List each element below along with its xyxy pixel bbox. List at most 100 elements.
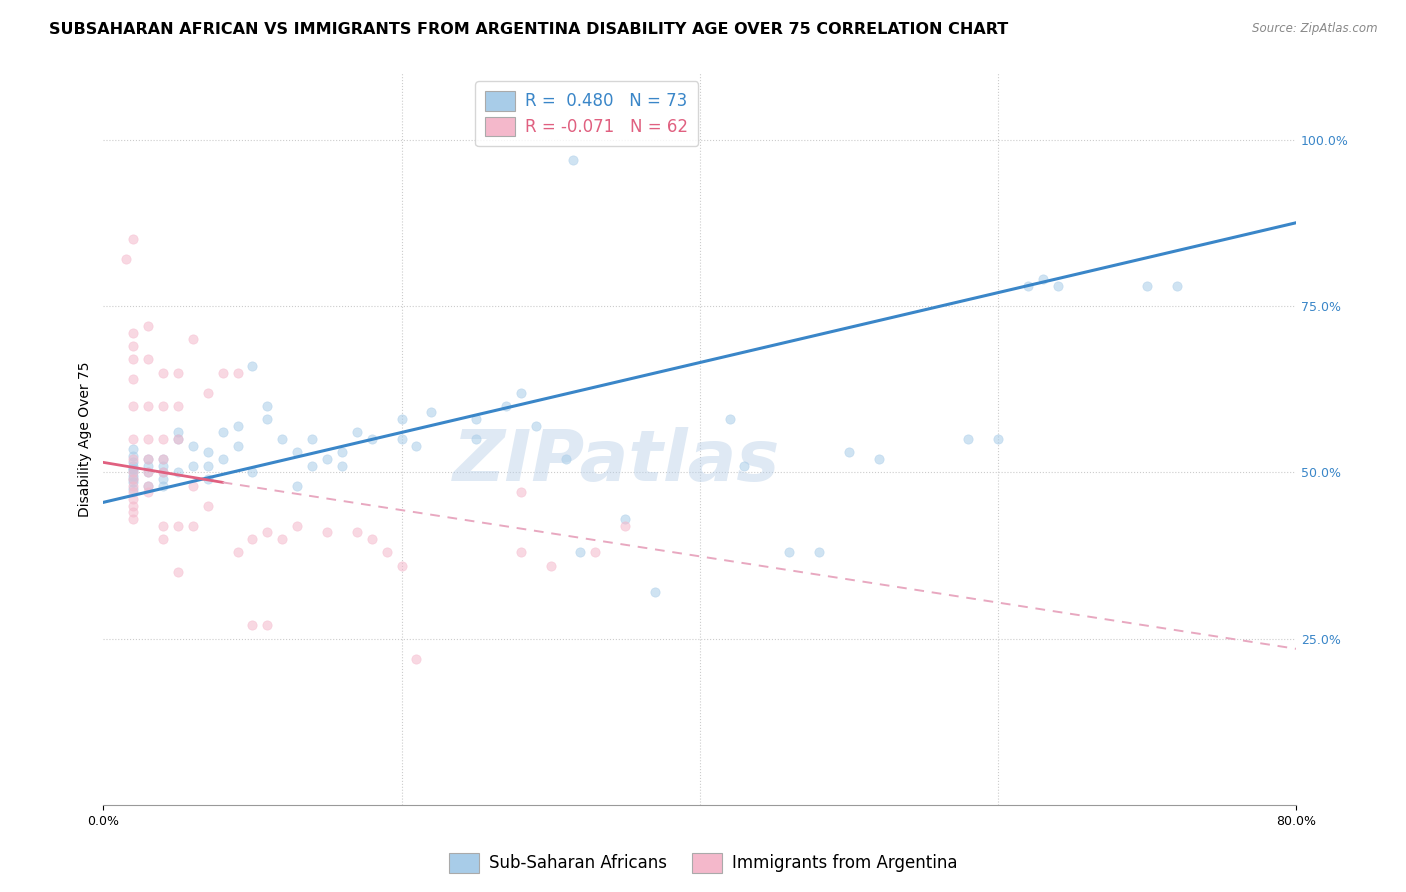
Point bbox=[122, 512, 145, 526]
Point bbox=[868, 452, 890, 467]
Point bbox=[122, 399, 145, 413]
Text: ZIPatlas: ZIPatlas bbox=[453, 426, 780, 496]
Y-axis label: Disability Age Over 75: Disability Age Over 75 bbox=[79, 361, 93, 516]
Point bbox=[375, 545, 398, 559]
Point bbox=[957, 432, 980, 446]
Point bbox=[122, 449, 145, 463]
Point bbox=[136, 479, 159, 493]
Point bbox=[167, 466, 190, 480]
Point bbox=[1032, 272, 1054, 286]
Point bbox=[167, 399, 190, 413]
Point bbox=[136, 352, 159, 367]
Point bbox=[122, 452, 145, 467]
Point bbox=[152, 399, 174, 413]
Point bbox=[122, 466, 145, 480]
Point bbox=[242, 532, 264, 546]
Point bbox=[197, 445, 219, 459]
Point bbox=[136, 479, 159, 493]
Point bbox=[226, 439, 249, 453]
Point bbox=[122, 468, 145, 483]
Point bbox=[136, 485, 159, 500]
Point bbox=[152, 452, 174, 467]
Point bbox=[554, 452, 576, 467]
Point bbox=[360, 532, 382, 546]
Point bbox=[136, 466, 159, 480]
Point bbox=[242, 618, 264, 632]
Point bbox=[226, 366, 249, 380]
Point bbox=[136, 466, 159, 480]
Point bbox=[122, 326, 145, 340]
Point bbox=[405, 439, 427, 453]
Point bbox=[181, 458, 204, 473]
Point bbox=[316, 525, 339, 540]
Point bbox=[122, 472, 145, 486]
Point bbox=[509, 485, 531, 500]
Point bbox=[122, 479, 145, 493]
Point bbox=[122, 499, 145, 513]
Point bbox=[1046, 279, 1069, 293]
Point bbox=[271, 432, 294, 446]
Point bbox=[301, 432, 323, 446]
Point bbox=[644, 585, 666, 599]
Point bbox=[211, 366, 233, 380]
Point bbox=[569, 545, 592, 559]
Point bbox=[285, 518, 308, 533]
Point bbox=[509, 385, 531, 400]
Point bbox=[1136, 279, 1159, 293]
Point bbox=[495, 399, 517, 413]
Text: Source: ZipAtlas.com: Source: ZipAtlas.com bbox=[1253, 22, 1378, 36]
Point bbox=[405, 652, 427, 666]
Point bbox=[122, 491, 145, 506]
Point bbox=[122, 505, 145, 519]
Point bbox=[181, 332, 204, 346]
Point bbox=[181, 518, 204, 533]
Point bbox=[167, 566, 190, 580]
Point bbox=[226, 545, 249, 559]
Point bbox=[152, 452, 174, 467]
Point bbox=[562, 153, 585, 167]
Point bbox=[614, 518, 637, 533]
Point bbox=[122, 432, 145, 446]
Legend: Sub-Saharan Africans, Immigrants from Argentina: Sub-Saharan Africans, Immigrants from Ar… bbox=[441, 847, 965, 880]
Point bbox=[167, 366, 190, 380]
Point bbox=[167, 518, 190, 533]
Point bbox=[122, 462, 145, 476]
Point bbox=[122, 466, 145, 480]
Point bbox=[122, 475, 145, 490]
Point bbox=[346, 525, 368, 540]
Point bbox=[808, 545, 831, 559]
Point bbox=[136, 452, 159, 467]
Point bbox=[718, 412, 741, 426]
Point bbox=[316, 452, 339, 467]
Point bbox=[360, 432, 382, 446]
Point bbox=[122, 455, 145, 469]
Point bbox=[136, 399, 159, 413]
Point bbox=[330, 445, 353, 459]
Point bbox=[152, 458, 174, 473]
Point bbox=[197, 499, 219, 513]
Point bbox=[136, 452, 159, 467]
Point bbox=[197, 458, 219, 473]
Point bbox=[271, 532, 294, 546]
Point bbox=[122, 458, 145, 473]
Point bbox=[256, 399, 278, 413]
Text: SUBSAHARAN AFRICAN VS IMMIGRANTS FROM ARGENTINA DISABILITY AGE OVER 75 CORRELATI: SUBSAHARAN AFRICAN VS IMMIGRANTS FROM AR… bbox=[49, 22, 1008, 37]
Point bbox=[346, 425, 368, 440]
Point bbox=[152, 466, 174, 480]
Point bbox=[583, 545, 606, 559]
Point bbox=[242, 359, 264, 373]
Point bbox=[181, 439, 204, 453]
Point bbox=[152, 518, 174, 533]
Point bbox=[167, 432, 190, 446]
Point bbox=[136, 458, 159, 473]
Point bbox=[122, 442, 145, 456]
Point bbox=[330, 458, 353, 473]
Legend: R =  0.480   N = 73, R = -0.071   N = 62: R = 0.480 N = 73, R = -0.071 N = 62 bbox=[475, 81, 699, 146]
Point bbox=[122, 339, 145, 353]
Point bbox=[540, 558, 562, 573]
Point bbox=[211, 452, 233, 467]
Point bbox=[256, 412, 278, 426]
Point bbox=[285, 479, 308, 493]
Point bbox=[122, 485, 145, 500]
Point bbox=[122, 462, 145, 476]
